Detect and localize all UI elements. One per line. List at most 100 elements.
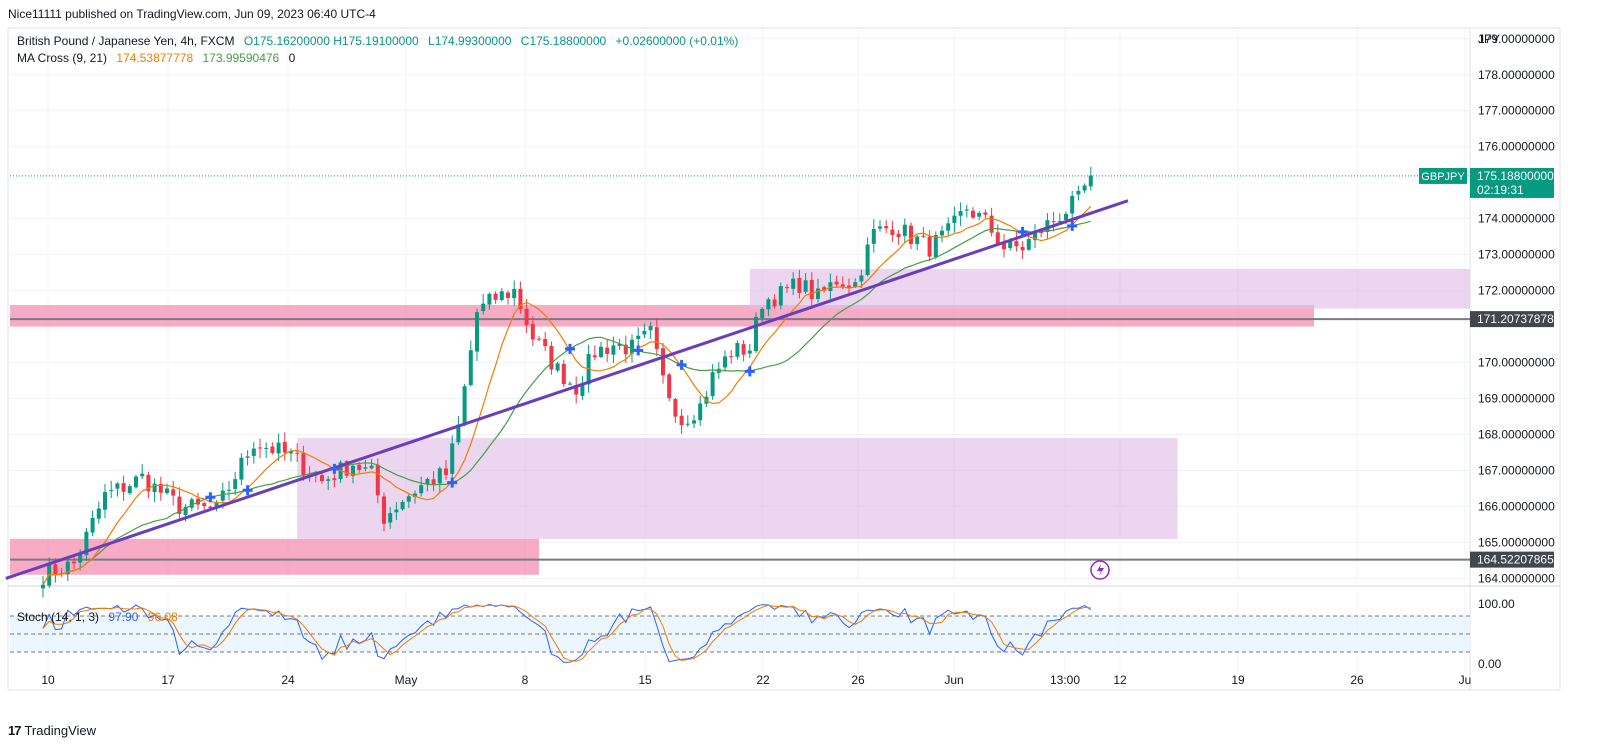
candle-body <box>431 479 436 485</box>
candle-body <box>295 452 300 454</box>
candle-body <box>171 489 176 496</box>
tradingview-brand[interactable]: 17 TradingView <box>8 723 96 738</box>
candle-body <box>208 506 213 508</box>
candle-body <box>1008 239 1013 249</box>
candle-body <box>233 479 238 489</box>
ohlc-close: C175.18800000 <box>520 34 607 48</box>
price-tick-label: 170.00000000 <box>1478 356 1555 370</box>
candle-body <box>698 403 703 421</box>
candle-body <box>282 441 287 453</box>
ma-fast-line <box>42 205 1092 586</box>
candle-body <box>1039 231 1044 233</box>
candle-body <box>140 473 145 477</box>
candle-body <box>822 287 827 291</box>
moving-averages <box>42 205 1092 586</box>
candle-body <box>809 279 814 300</box>
time-tick-label: 22 <box>756 673 770 687</box>
candle-body <box>512 288 517 299</box>
time-tick-label: Jun <box>944 673 963 687</box>
candle-body <box>468 350 473 385</box>
symbol-tag <box>1419 167 1467 184</box>
candle-body <box>989 215 994 233</box>
time-tick-label: 10 <box>41 673 55 687</box>
ma-cross-marker <box>633 345 644 356</box>
stoch-label[interactable]: Stoch (14, 1, 3) <box>17 610 100 624</box>
candle-body <box>183 506 188 516</box>
candle-body <box>1088 175 1093 187</box>
candle-body <box>245 456 250 458</box>
candle-body <box>574 385 579 395</box>
candle-body <box>605 347 610 355</box>
candle-body <box>909 225 913 244</box>
candle-body <box>357 464 362 470</box>
ma-cross-marker <box>329 463 340 474</box>
candle-body <box>251 448 256 456</box>
ma-cross-marker <box>242 485 253 496</box>
candle-body <box>847 285 851 288</box>
lightning-icon <box>1097 564 1104 576</box>
countdown-label: 02:19:31 <box>1477 183 1524 197</box>
candle-body <box>189 499 194 508</box>
candle-body <box>747 350 752 354</box>
candle-body <box>654 327 659 350</box>
candle-body <box>1045 220 1050 232</box>
candle-body <box>878 226 882 229</box>
candle-body <box>977 212 982 217</box>
candle-body <box>884 226 889 229</box>
candle-body <box>109 489 114 491</box>
candle-body <box>896 233 901 238</box>
candle-body <box>853 282 858 287</box>
candle-body <box>487 293 492 305</box>
candle-body <box>475 312 479 352</box>
candle-body <box>797 277 802 293</box>
candle-body <box>202 503 207 507</box>
candle-body <box>462 386 467 425</box>
ma-label[interactable]: MA Cross (9, 21) <box>17 51 108 65</box>
candle-body <box>301 453 306 475</box>
chart-grid <box>7 27 1561 691</box>
candle-body <box>1076 190 1081 195</box>
trendline <box>5 199 1129 580</box>
price-tick-label: 174.00000000 <box>1478 212 1555 226</box>
price-tick-label: 179.00000000 <box>1478 32 1555 46</box>
candle-body <box>506 292 510 298</box>
candle-body <box>375 464 380 496</box>
symbol-description[interactable]: British Pound / Japanese Yen, 4h, FXCM <box>17 34 235 48</box>
ma-cross-marker <box>676 359 687 370</box>
candle-body <box>692 420 696 424</box>
stoch-d-value: 96.08 <box>147 610 178 624</box>
demand-zone <box>297 438 1178 539</box>
price-levels <box>10 175 1470 561</box>
candle-body <box>413 493 417 497</box>
candle-body <box>177 496 182 514</box>
candle-body <box>958 211 963 216</box>
time-tick-label: 12 <box>1113 673 1127 687</box>
current-price-label: 175.18800000 <box>1477 169 1554 183</box>
ma-extra-value: 0 <box>288 51 296 65</box>
candle-body <box>264 447 269 449</box>
price-tick-label: 173.00000000 <box>1478 248 1555 262</box>
candle-body <box>772 299 777 307</box>
candle-body <box>1057 221 1062 223</box>
candle-body <box>1002 243 1006 250</box>
candle-body <box>524 308 529 326</box>
ma-cross-marker <box>447 477 458 488</box>
candle-body <box>785 287 789 289</box>
candle-body <box>146 474 151 492</box>
candle-body <box>599 346 603 357</box>
stoch-legend: Stoch (14, 1, 3) 97.90 96.08 <box>17 610 178 624</box>
candle-body <box>933 235 938 258</box>
stoch-tick-label: 100.00 <box>1478 597 1515 611</box>
candle-body <box>165 488 169 493</box>
candle-body <box>493 293 498 300</box>
ma-slow-value: 173.99590476 <box>202 51 280 65</box>
candle-body <box>214 501 219 509</box>
time-tick-label: 19 <box>1231 673 1245 687</box>
price-tick-label: 178.00000000 <box>1478 68 1555 82</box>
candle-body <box>152 483 157 493</box>
candle-body <box>679 415 684 426</box>
candle-body <box>320 475 324 482</box>
candle-body <box>915 236 920 245</box>
